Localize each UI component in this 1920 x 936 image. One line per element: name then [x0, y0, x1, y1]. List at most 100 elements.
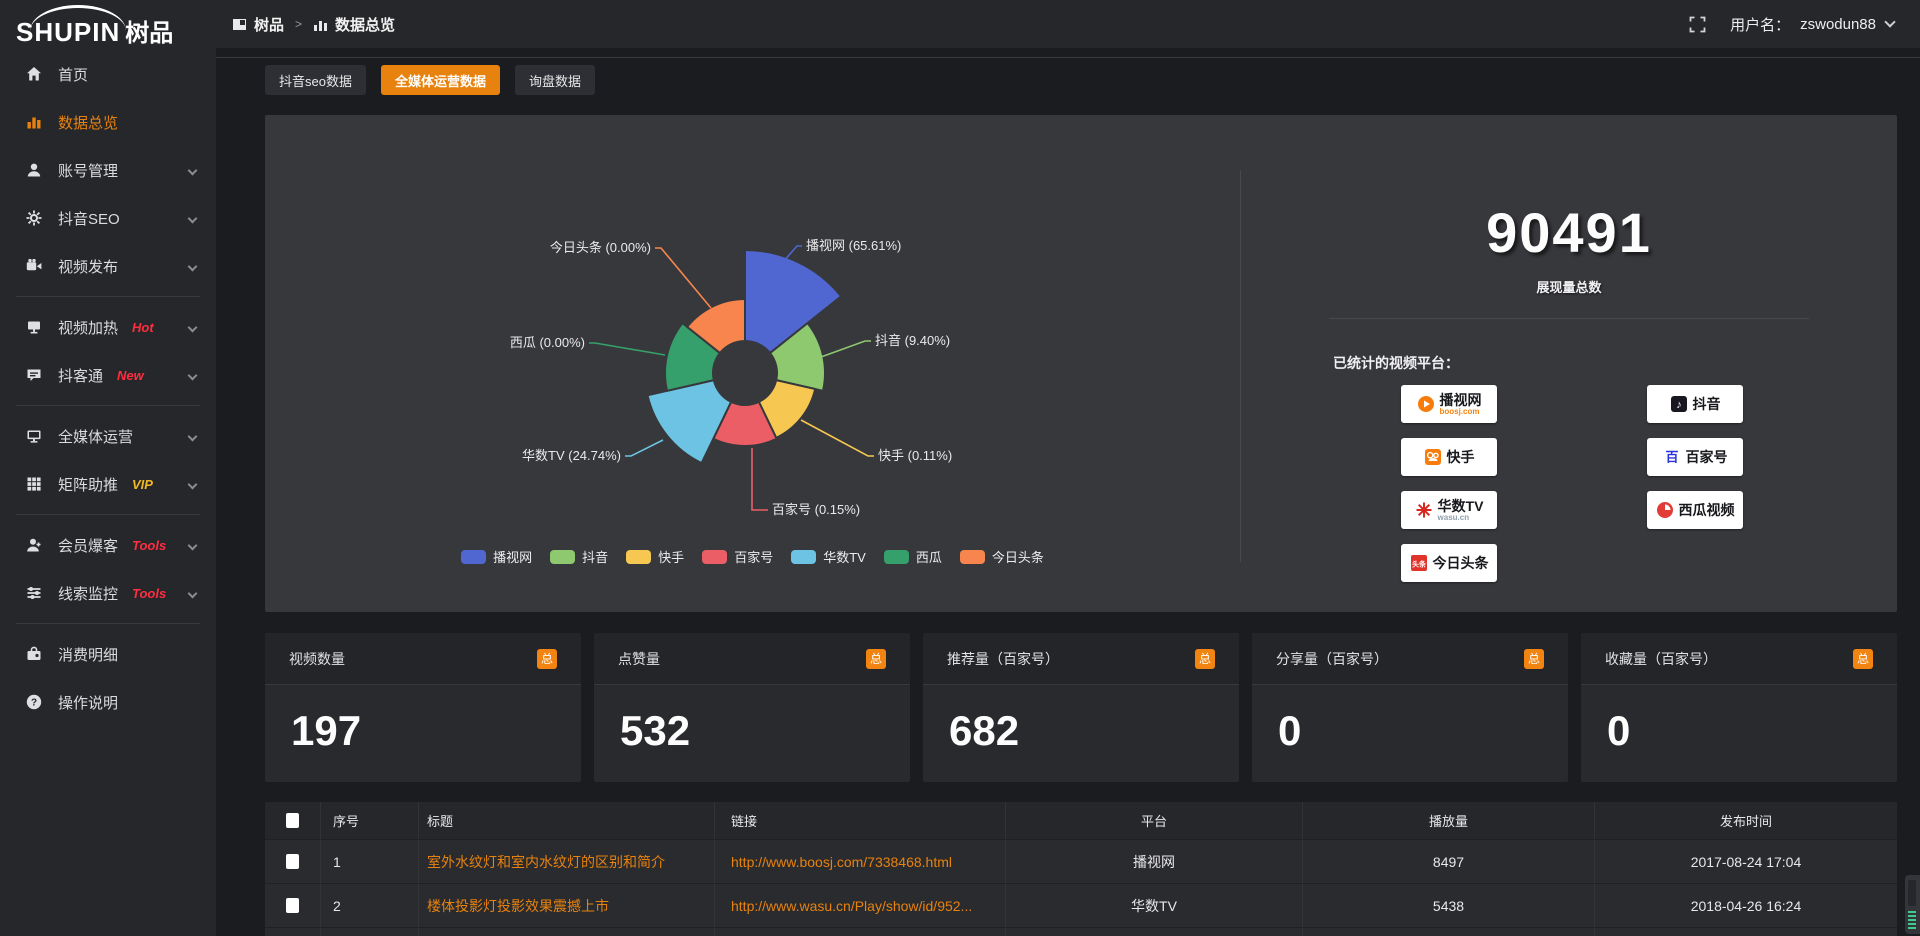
- sidebar-item-gear[interactable]: 抖音SEO: [0, 194, 216, 242]
- home-icon: [25, 65, 43, 83]
- stat-card-title: 视频数量: [289, 650, 345, 667]
- sidebar-item-heat[interactable]: 视频加热 Hot: [0, 303, 216, 351]
- platform-subtext: boosj.com: [1439, 406, 1480, 416]
- legend-item-今日头条[interactable]: 今日头条: [959, 547, 1044, 566]
- pie-slice-华数TV[interactable]: [646, 378, 733, 465]
- legend-item-百家号[interactable]: 百家号: [702, 547, 773, 566]
- sidebar-item-sliders[interactable]: 线索监控 Tools: [0, 569, 216, 617]
- sidebar-item-label: 会员爆客: [58, 537, 119, 555]
- pie-label-今日头条: 今日头条 (0.00%): [550, 240, 651, 255]
- shupin-icon: [232, 17, 247, 32]
- total-badge[interactable]: 总: [1853, 648, 1873, 669]
- platform-subtext: wasu.cn: [1437, 512, 1470, 522]
- video-title-link[interactable]: 室外水纹灯和室内水纹灯的区别和简介: [427, 853, 665, 870]
- sidebar-item-badge: Tools: [132, 537, 167, 553]
- legend-item-抖音[interactable]: 抖音: [550, 547, 608, 566]
- pie-slice-今日头条[interactable]: [685, 297, 746, 355]
- stat-card: 点赞量 总 532: [594, 633, 910, 782]
- sliders-icon: [25, 584, 43, 602]
- platform-badge-百家号[interactable]: 百百家号: [1647, 438, 1743, 476]
- sidebar-item-home[interactable]: 首页: [0, 50, 216, 98]
- select-all-checkbox[interactable]: [286, 813, 299, 828]
- user-icon: [25, 161, 43, 179]
- legend-swatch: [702, 549, 728, 564]
- sidebar-item-member[interactable]: 会员爆客 Tools: [0, 521, 216, 569]
- chevron-down-icon[interactable]: [1884, 16, 1896, 28]
- baijia-logo-icon: 百: [1663, 448, 1681, 466]
- main-content: 抖音seo数据 全媒体运营数据 询盘数据 播视网 (65.61%) 抖音 (9.40%…: [216, 48, 1920, 936]
- sidebar-item-monitor[interactable]: 全媒体运营: [0, 412, 216, 460]
- fullscreen-icon[interactable]: [1689, 16, 1706, 33]
- row-checkbox[interactable]: [286, 898, 299, 913]
- platform-badge-抖音[interactable]: ♪ 抖音: [1647, 385, 1743, 423]
- pie-label-line: [589, 342, 666, 356]
- pie-slice-抖音[interactable]: [768, 321, 826, 392]
- pie-slice-播视网[interactable]: [744, 248, 843, 355]
- total-impressions-label: 展现量总数: [1536, 280, 1602, 295]
- video-title-link[interactable]: 楼体投影灯投影效果震撼上市: [427, 897, 609, 914]
- chat-icon: [25, 366, 43, 384]
- sidebar-item-chat[interactable]: 抖客通 New: [0, 351, 216, 399]
- legend-item-快手[interactable]: 快手: [626, 547, 684, 566]
- stat-card-title: 点赞量: [618, 650, 660, 667]
- platform-badge-播视网[interactable]: 播视网 boosj.com: [1401, 385, 1497, 423]
- chevron-down-icon: [187, 479, 198, 490]
- cell-platform: 播视网: [1006, 840, 1303, 884]
- wasu-logo-icon: [1415, 501, 1433, 519]
- platform-badge-今日头条[interactable]: 头条 今日头条: [1401, 544, 1497, 582]
- chart-legend: 播视网 抖音 快手 百家号 华数TV 西瓜 今日头条: [265, 547, 1240, 566]
- sidebar-item-label: 消费明细: [58, 646, 119, 664]
- rose-pie-svg[interactable]: 播视网 (65.61%) 抖音 (9.40%) 快手 (0.11%) 百家号 (0.1…: [265, 115, 1240, 612]
- pie-slice-百家号[interactable]: [711, 400, 779, 447]
- bar-chart-icon: [313, 17, 328, 32]
- svg-text:?: ?: [31, 697, 37, 708]
- pie-label-快手: 快手 (0.11%): [878, 448, 952, 463]
- total-badge[interactable]: 总: [537, 648, 557, 669]
- sidebar-item-user[interactable]: 账号管理: [0, 146, 216, 194]
- sidebar-item-wallet[interactable]: 消费明细: [0, 630, 216, 678]
- sidebar-item-grid[interactable]: 矩阵助推 VIP: [0, 460, 216, 508]
- sidebar-item-chart[interactable]: 数据总览: [0, 98, 216, 146]
- legend-label: 今日头条: [991, 550, 1044, 565]
- chevron-down-icon: [187, 431, 198, 442]
- tab-1-active[interactable]: 全媒体运营数据: [380, 65, 500, 95]
- legend-label: 华数TV: [823, 550, 866, 565]
- chevron-down-icon: [187, 370, 198, 381]
- legend-label: 抖音: [582, 550, 609, 565]
- col-header-time: 发布时间: [1595, 802, 1897, 840]
- sidebar-item-label: 首页: [58, 66, 89, 84]
- legend-item-华数TV[interactable]: 华数TV: [791, 547, 866, 566]
- tab-2[interactable]: 询盘数据: [514, 65, 595, 95]
- breadcrumb-root[interactable]: 树品: [254, 16, 285, 34]
- table-row: 1 室外水纹灯和室内水纹灯的区别和简介 http://www.boosj.com/7…: [265, 840, 1897, 884]
- video-table: 序号 标题 链接 平台 播放量 发布时间 1 室外水纹灯和室内水纹灯的区别和简介 http://…: [265, 802, 1897, 936]
- cell-views: 8497: [1303, 840, 1595, 884]
- legend-item-播视网[interactable]: 播视网: [461, 547, 532, 566]
- sidebar-item-badge: Tools: [132, 585, 167, 601]
- legend-item-西瓜[interactable]: 西瓜: [883, 547, 942, 566]
- row-checkbox[interactable]: [286, 854, 299, 869]
- total-badge[interactable]: 总: [1524, 648, 1544, 669]
- platform-badge-西瓜视频[interactable]: 西瓜视频: [1647, 491, 1743, 529]
- total-badge[interactable]: 总: [866, 648, 886, 669]
- floating-widget[interactable]: [1905, 875, 1920, 934]
- tab-0[interactable]: 抖音seo数据: [265, 65, 366, 95]
- svg-text:♪: ♪: [1676, 399, 1682, 411]
- douyin-logo-icon: ♪: [1670, 395, 1688, 413]
- chart-icon: [25, 113, 43, 131]
- overview-panel: 播视网 (65.61%) 抖音 (9.40%) 快手 (0.11%) 百家号 (0.1…: [265, 115, 1897, 612]
- username[interactable]: zswodun88: [1800, 15, 1876, 33]
- sidebar-item-video[interactable]: 视频发布: [0, 242, 216, 290]
- total-badge[interactable]: 总: [1195, 648, 1215, 669]
- sidebar-item-label: 抖客通: [58, 367, 104, 385]
- platform-badge-华数TV[interactable]: 华数TV wasu.cn: [1401, 491, 1497, 529]
- pie-slice-西瓜[interactable]: [664, 321, 722, 392]
- pie-slice-快手[interactable]: [757, 378, 817, 440]
- platform-name: 百家号: [1685, 448, 1728, 465]
- sidebar-item-question[interactable]: ? 操作说明: [0, 678, 216, 726]
- legend-swatch: [626, 549, 652, 564]
- col-header-index: 序号: [321, 802, 419, 840]
- video-url-link[interactable]: http://www.boosj.com/7338468.html: [731, 853, 953, 870]
- video-url-link[interactable]: http://www.wasu.cn/Play/show/id/952...: [731, 897, 973, 914]
- platform-badge-快手[interactable]: 快手: [1401, 438, 1497, 476]
